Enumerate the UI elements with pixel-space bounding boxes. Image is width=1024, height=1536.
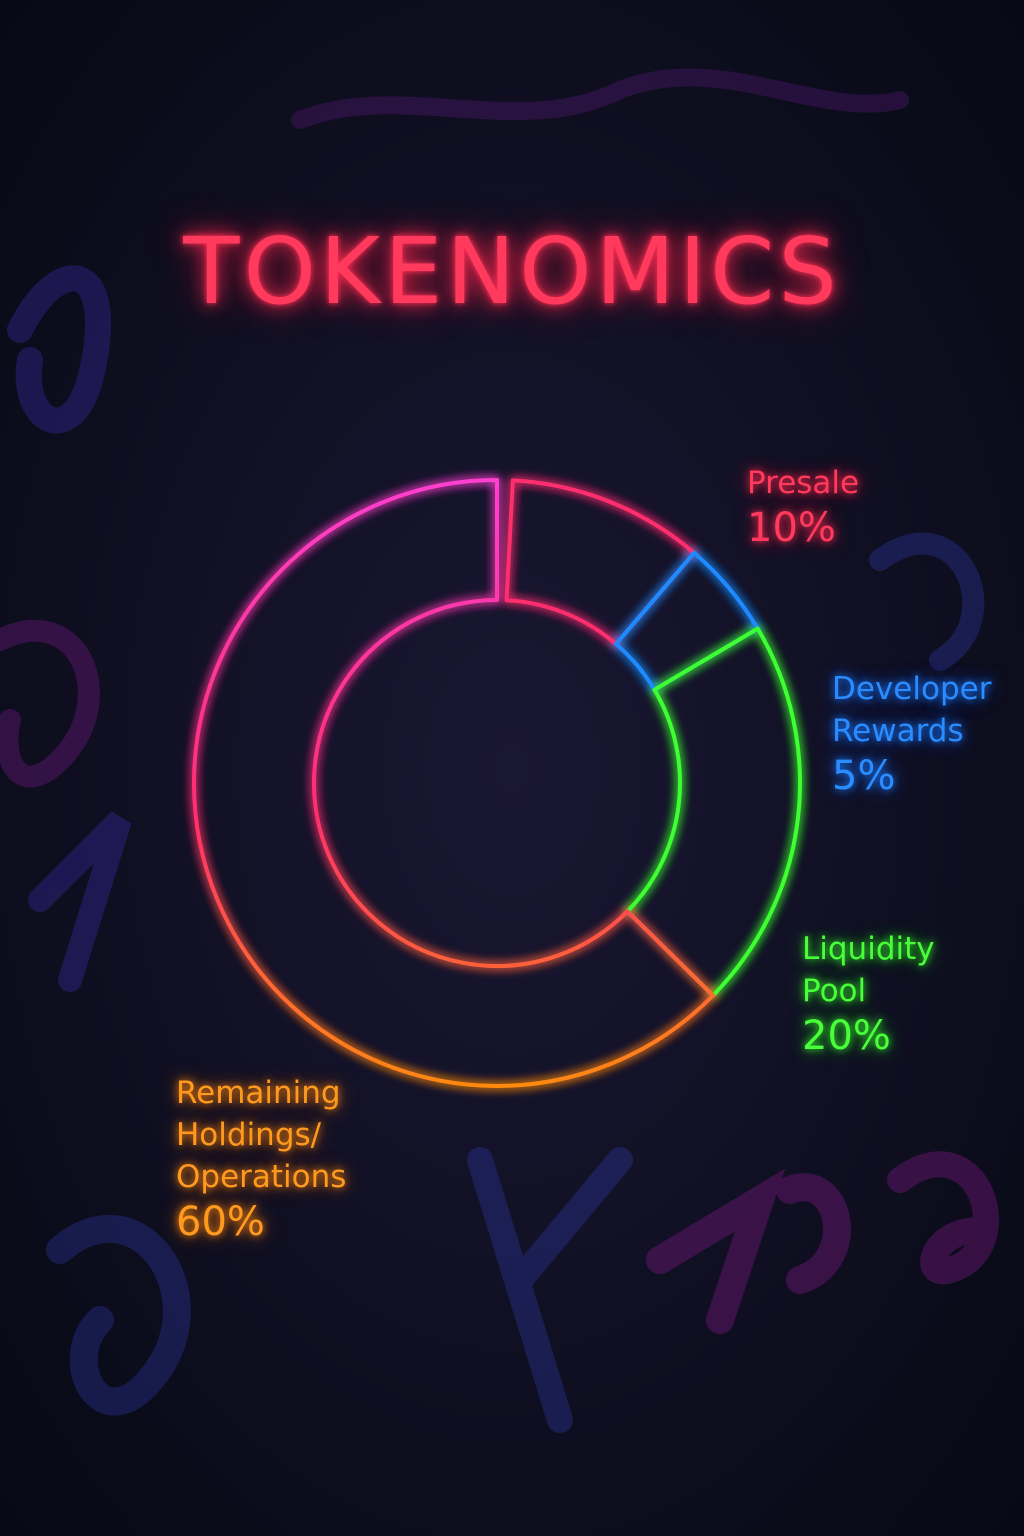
slice-name-liquidity-line1: Liquidity (802, 928, 935, 970)
slice-label-presale: Presale 10% (747, 462, 859, 552)
slice-value-developer-rewards: 5% (832, 752, 991, 800)
slice-name-developer-line2: Rewards (832, 710, 991, 752)
slice-name-remaining-line2: Holdings/ (176, 1114, 346, 1156)
donut-slice-presale (507, 480, 695, 644)
slice-label-developer-rewards: Developer Rewards 5% (832, 668, 991, 800)
slice-name-remaining-line3: Operations (176, 1156, 346, 1198)
donut-slice-liquidity-pool (627, 629, 800, 996)
donut-slice-remaining-holdings (194, 480, 713, 1086)
slice-name-liquidity-line2: Pool (802, 970, 935, 1012)
slice-name-developer-line1: Developer (832, 668, 991, 710)
slice-value-liquidity-pool: 20% (802, 1012, 935, 1060)
slice-value-presale: 10% (747, 504, 859, 552)
slice-label-remaining-holdings: Remaining Holdings/ Operations 60% (176, 1072, 346, 1246)
slice-label-liquidity-pool: Liquidity Pool 20% (802, 928, 935, 1060)
slice-value-remaining-holdings: 60% (176, 1198, 346, 1246)
slice-name-presale: Presale (747, 462, 859, 504)
slice-name-remaining-line1: Remaining (176, 1072, 346, 1114)
